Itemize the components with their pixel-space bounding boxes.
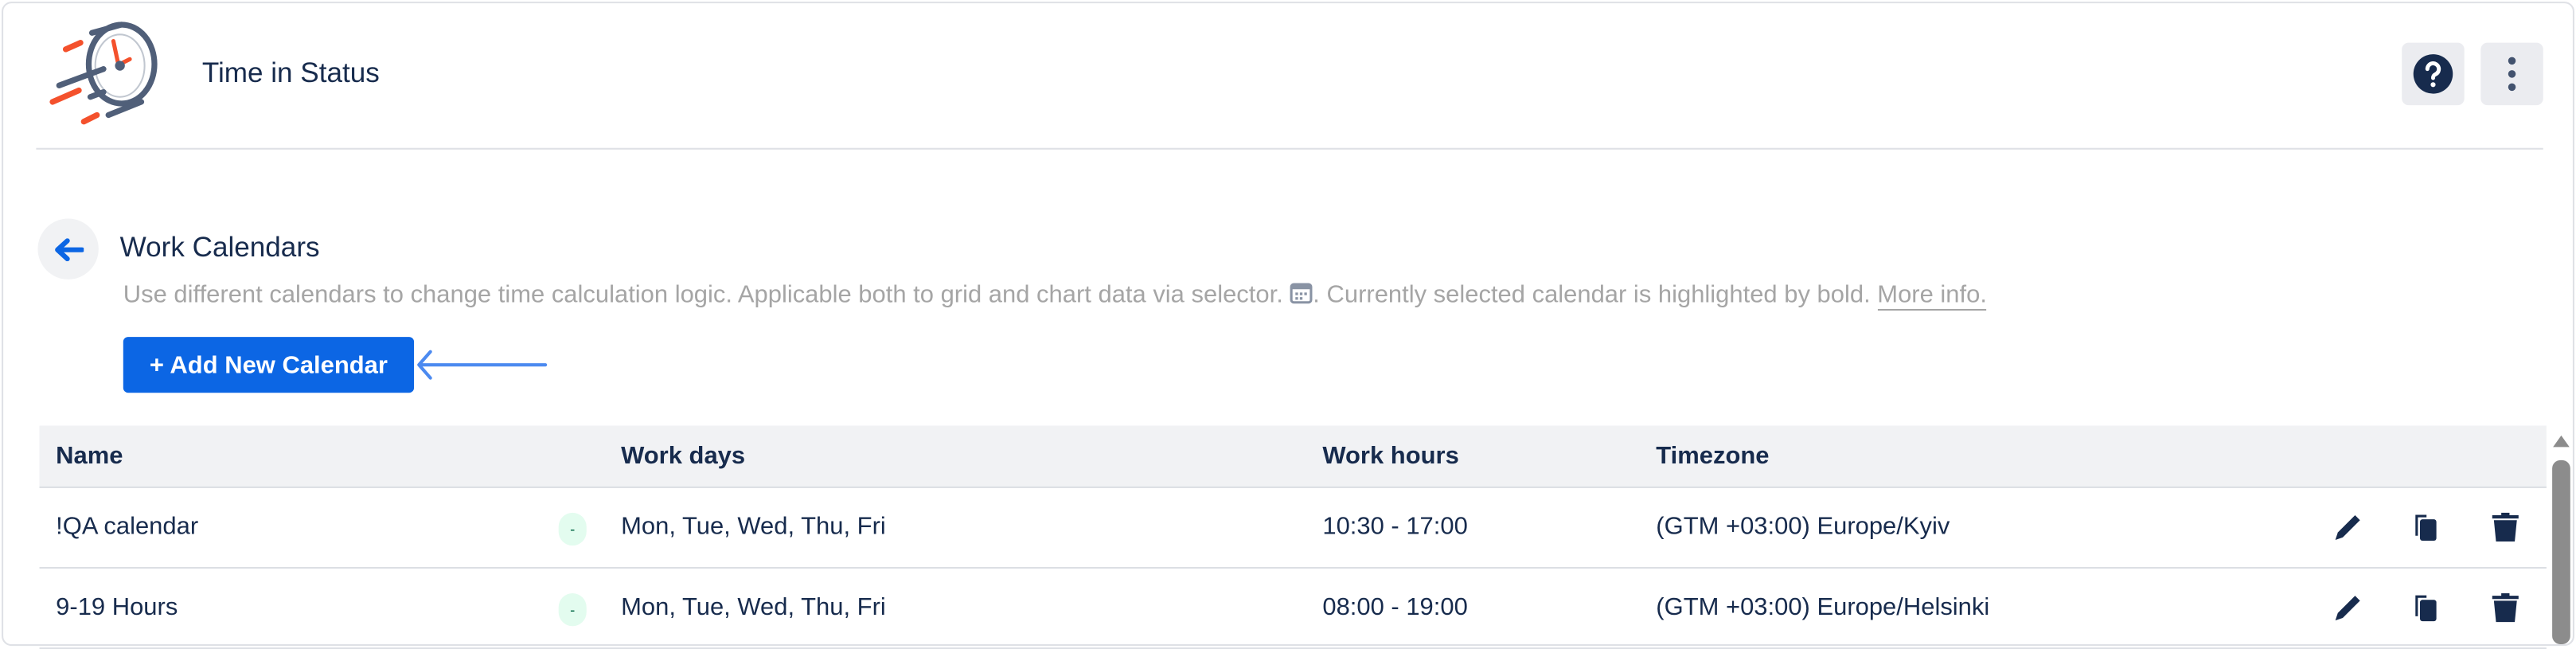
app-title: Time in Status — [201, 57, 380, 89]
edit-pencil-icon[interactable] — [2332, 592, 2364, 624]
column-header-work-days[interactable]: Work days — [621, 442, 746, 471]
annotation-arrow-icon — [417, 350, 548, 380]
scroll-up-arrow-icon[interactable] — [2553, 435, 2570, 448]
edit-pencil-icon[interactable] — [2332, 511, 2364, 544]
work-days: Mon, Tue, Wed, Thu, Fri — [621, 512, 886, 541]
more-vertical-icon — [2508, 57, 2516, 92]
arrow-left-icon — [54, 237, 84, 261]
work-hours: 10:30 - 17:00 — [1322, 512, 1468, 541]
work-days: Mon, Tue, Wed, Thu, Fri — [621, 593, 886, 622]
description-text: Use different calendars to change time c… — [123, 280, 1290, 309]
calendar-icon — [1290, 283, 1313, 304]
back-button[interactable] — [37, 218, 99, 280]
calendar-name[interactable]: 9-19 Hours — [56, 593, 178, 622]
timezone: (GTM +03:00) Europe/Helsinki — [1656, 593, 1990, 622]
section-description: Use different calendars to change time c… — [123, 280, 1987, 311]
copy-icon[interactable] — [2410, 511, 2443, 544]
more-info-link[interactable]: More info. — [1877, 280, 1987, 311]
delete-trash-icon[interactable] — [2489, 592, 2522, 624]
column-header-timezone[interactable]: Timezone — [1656, 442, 1770, 471]
table-row[interactable]: !QA calendar - Mon, Tue, Wed, Thu, Fri 1… — [39, 488, 2547, 569]
add-new-calendar-button[interactable]: + Add New Calendar — [123, 337, 415, 393]
copy-icon[interactable] — [2410, 592, 2443, 624]
status-badge: - — [558, 512, 587, 546]
section-title: Work Calendars — [119, 231, 320, 264]
calendar-name[interactable]: !QA calendar — [56, 512, 199, 541]
description-text-2: . Currently selected calendar is highlig… — [1313, 280, 1878, 309]
scrollbar-thumb[interactable] — [2552, 459, 2570, 645]
header-divider — [36, 147, 2543, 150]
column-header-work-hours[interactable]: Work hours — [1322, 442, 1459, 471]
timezone: (GTM +03:00) Europe/Kyiv — [1656, 512, 1950, 541]
more-button[interactable] — [2480, 42, 2543, 106]
status-badge: - — [558, 593, 587, 627]
column-header-name[interactable]: Name — [56, 442, 123, 471]
table-row[interactable]: 9-19 Hours - Mon, Tue, Wed, Thu, Fri 08:… — [39, 569, 2547, 649]
speeding-clock-logo — [49, 22, 158, 125]
help-button[interactable] — [2402, 42, 2465, 106]
table-header: Name Work days Work hours Timezone — [39, 425, 2547, 488]
vertical-scrollbar[interactable] — [2550, 431, 2573, 645]
work-hours: 08:00 - 19:00 — [1322, 593, 1468, 622]
help-circle-icon — [2413, 54, 2453, 94]
delete-trash-icon[interactable] — [2489, 511, 2522, 544]
